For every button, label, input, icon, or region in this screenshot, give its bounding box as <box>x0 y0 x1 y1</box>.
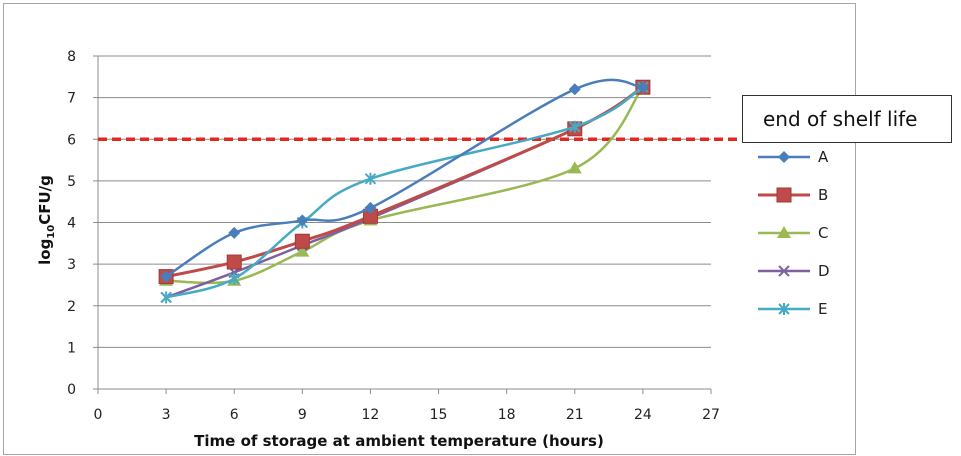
legend-marker <box>776 187 792 203</box>
legend-label: C <box>818 224 828 242</box>
legend-item-c: C <box>758 224 828 242</box>
legend-label: D <box>818 262 830 280</box>
x-tick-label: 3 <box>162 407 171 423</box>
series-a-point <box>296 214 309 227</box>
x-tick-label: 21 <box>566 407 584 423</box>
series-a-point <box>228 226 241 239</box>
series-e-point <box>160 291 172 304</box>
x-tick-label: 9 <box>298 407 307 423</box>
y-tick-label: 6 <box>67 132 76 148</box>
series-b-point <box>294 233 310 249</box>
legend-label: E <box>818 300 827 318</box>
y-tick-label: 3 <box>67 257 76 273</box>
legend-item-d: D <box>758 262 830 280</box>
annotation-text: end of shelf life <box>763 107 918 131</box>
y-tick-label: 1 <box>67 340 76 356</box>
x-tick-label: 24 <box>634 407 652 423</box>
legend-item-e: E <box>758 300 827 318</box>
series-a-point <box>160 270 173 283</box>
series-b-line <box>165 85 644 279</box>
end-of-shelf-life-annotation: end of shelf life <box>742 95 952 143</box>
x-tick-label: 27 <box>702 407 720 423</box>
y-tick-label: 0 <box>67 382 76 398</box>
x-tick-label: 15 <box>430 407 448 423</box>
series-e-point <box>228 272 240 285</box>
legend-item-a: A <box>758 148 829 166</box>
legend-marker <box>777 226 791 238</box>
x-tick-label: 12 <box>362 407 380 423</box>
series-a-point <box>636 81 649 94</box>
series-a-point <box>568 83 581 96</box>
y-axis-title: log10CFU/g <box>36 175 57 265</box>
series-c-point <box>567 161 582 174</box>
y-tick-label: 4 <box>67 216 76 232</box>
x-tick-label: 18 <box>498 407 516 423</box>
series-a-line <box>165 78 644 278</box>
series-b-point <box>226 254 242 270</box>
y-tick-label: 5 <box>67 174 76 190</box>
x-tick-label: 6 <box>230 407 239 423</box>
series-layer <box>158 78 651 304</box>
series-e <box>160 81 649 304</box>
legend: A B C D E <box>758 148 830 318</box>
legend-marker <box>778 265 790 277</box>
legend-label: A <box>818 148 829 166</box>
series-a <box>160 78 649 283</box>
chart-frame <box>3 3 856 455</box>
legend-marker <box>778 303 790 315</box>
legend-label: B <box>818 186 828 204</box>
legend-item-b: B <box>758 186 828 204</box>
y-tick-label: 8 <box>67 49 76 65</box>
marker-stroke <box>778 265 790 277</box>
x-tick-label: 0 <box>94 407 103 423</box>
series-e-point <box>364 172 377 185</box>
y-tick-label: 7 <box>67 91 76 107</box>
series-c-point <box>295 244 310 257</box>
legend-marker <box>778 151 790 163</box>
series-b <box>158 79 651 285</box>
y-tick-label: 2 <box>67 299 76 315</box>
x-axis-title: Time of storage at ambient temperature (… <box>194 432 604 450</box>
series-a-point <box>364 201 377 214</box>
series-c-line <box>166 86 644 285</box>
series-e-point <box>569 120 581 133</box>
